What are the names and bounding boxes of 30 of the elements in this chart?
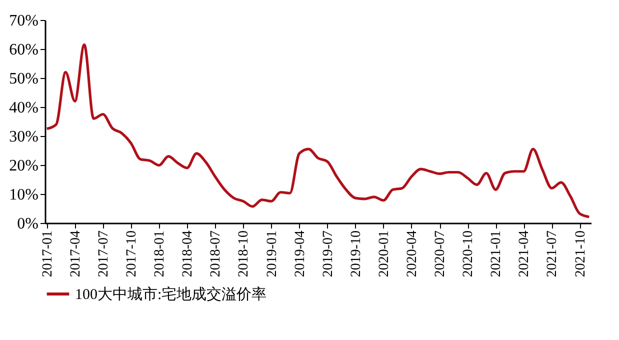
- x-tick-label: 2017-04: [68, 230, 84, 278]
- y-tick-label: 30%: [9, 128, 38, 146]
- x-tick-label: 2019-04: [292, 230, 308, 278]
- x-tick-label: 2021-10: [573, 230, 588, 278]
- legend-label: 100大中城市:宅地成交溢价率: [75, 286, 267, 303]
- y-tick-label: 60%: [9, 42, 38, 58]
- x-tick-label: 2019-07: [320, 230, 336, 278]
- line-series: [46, 43, 590, 218]
- x-tick-label: 2017-07: [96, 230, 112, 278]
- y-tick-label: 40%: [9, 100, 38, 116]
- x-tick-label: 2018-07: [208, 230, 224, 278]
- x-tick-label: 2020-07: [433, 230, 448, 278]
- x-tick-label: 2017-10: [124, 230, 140, 278]
- x-tick-label: 2021-07: [545, 230, 560, 278]
- y-tick-label: 20%: [9, 158, 38, 174]
- x-tick-label: 2018-04: [180, 230, 196, 278]
- y-tick-label: 10%: [9, 186, 38, 204]
- x-tick-label: 2020-04: [404, 230, 420, 278]
- x-tick-label: 2019-10: [348, 230, 364, 278]
- y-tick-label: 0%: [17, 216, 38, 232]
- x-tick-label: 2021-04: [517, 230, 532, 278]
- y-tick-label: 70%: [9, 12, 38, 30]
- x-tick-label: 2020-01: [376, 230, 392, 278]
- x-tick-label: 2018-01: [152, 230, 168, 278]
- x-tick-label: 2018-10: [236, 230, 252, 278]
- x-tick-label: 2021-01: [489, 230, 504, 278]
- y-tick-label: 50%: [9, 70, 38, 88]
- x-tick-label: 2019-01: [264, 230, 280, 278]
- x-tick-label: 2017-01: [40, 230, 56, 278]
- x-tick-label: 2020-10: [461, 230, 476, 278]
